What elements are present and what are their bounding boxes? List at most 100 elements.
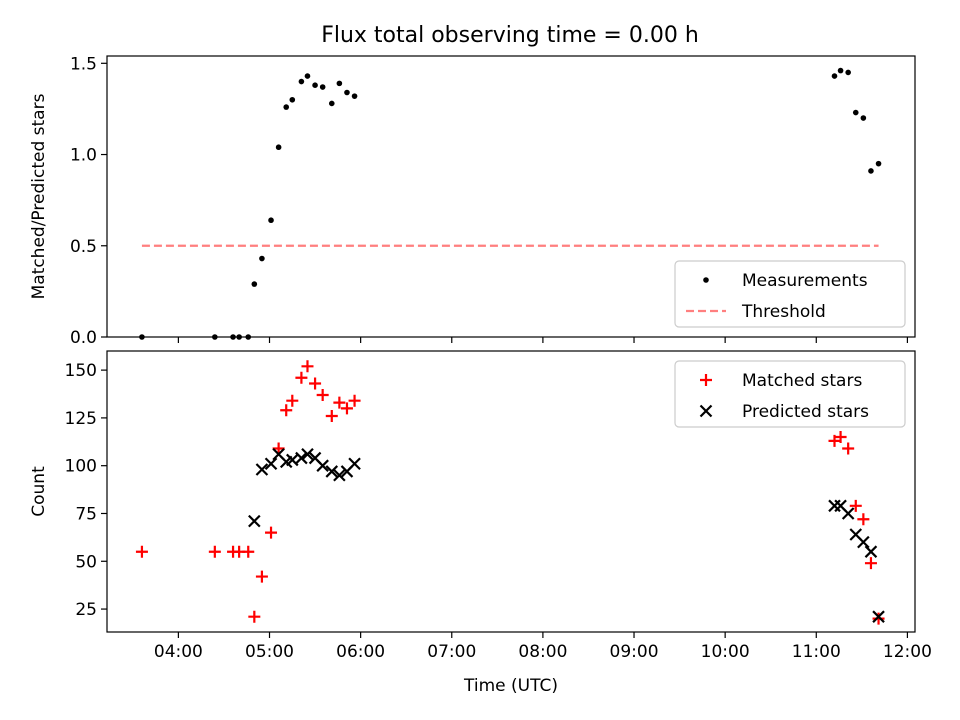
y-tick-label: 100 [65, 457, 97, 477]
matched-stars-point [301, 360, 314, 373]
measurements-point [230, 334, 236, 340]
measurements-point [283, 104, 290, 110]
measurements-point [831, 73, 838, 79]
measurements-point [837, 67, 844, 74]
legend-label-predicted-stars: Predicted stars [742, 402, 869, 422]
measurements-point [304, 73, 311, 79]
matched-stars-point [255, 570, 268, 583]
x-tick-label: 04:00 [154, 642, 203, 662]
measurements-point [251, 281, 258, 287]
y-tick-label: 1.0 [70, 146, 97, 166]
measurements-point [860, 115, 867, 121]
predicted-stars-point [857, 535, 870, 549]
measurements-point [875, 160, 882, 167]
measurements-point [336, 80, 343, 87]
y-tick-label: 50 [75, 552, 97, 572]
matched-stars-point [849, 499, 862, 512]
matched-stars-point [248, 610, 261, 623]
measurements-point [259, 255, 265, 262]
legend-swatch-measurements [703, 277, 709, 283]
matched-stars-point [333, 396, 346, 409]
measurements-point [312, 82, 318, 88]
matched-stars-point [242, 545, 255, 558]
measurements-point [275, 144, 282, 151]
y-tick-label: 0.0 [70, 328, 97, 348]
matched-stars-point [872, 612, 885, 625]
matched-stars-point [864, 557, 877, 570]
matched-stars-point [340, 402, 353, 415]
matched-stars-point [316, 388, 329, 401]
matched-stars-point [272, 442, 285, 455]
y-tick-label: 150 [65, 361, 97, 381]
matched-stars-point [309, 377, 322, 390]
predicted-stars-point [286, 453, 299, 467]
x-tick-label: 12:00 [883, 642, 932, 662]
matched-stars-point [265, 526, 278, 539]
axes-frame [106, 55, 916, 338]
legend-swatch-matched-stars [700, 374, 712, 386]
predicted-stars-point [295, 451, 308, 465]
y-tick-label: 75 [75, 504, 97, 524]
x-tick-label: 11:00 [792, 642, 841, 662]
measurements-point [236, 334, 242, 340]
measurements-point [245, 334, 252, 340]
predicted-stars-point [316, 459, 329, 472]
legend: Measurements Threshold [674, 260, 906, 328]
measurements-point [319, 84, 326, 90]
predicted-stars-point [248, 514, 261, 528]
measurements-point [344, 89, 350, 96]
y-axis-label: Count [29, 466, 49, 517]
measurements-point [868, 168, 874, 174]
panel-count: 25 50 75 100 125 150 04:00 05:00 06:00 07:00 08:00… [29, 350, 932, 696]
predicted-stars-point [872, 610, 885, 623]
measurements-point [845, 69, 851, 76]
legend-label-measurements: Measurements [742, 271, 868, 291]
x-axis-label: Time (UTC) [463, 676, 558, 696]
legend-label-matched-stars: Matched stars [742, 371, 862, 391]
measurements-point [212, 334, 218, 340]
x-tick-label: 06:00 [336, 642, 385, 662]
measurements-point [289, 96, 296, 103]
predicted-stars-point [333, 468, 346, 482]
y-tick-label: 1.5 [70, 54, 97, 74]
predicted-stars-point [264, 457, 278, 471]
measurements-point [351, 93, 358, 99]
matched-stars-point [834, 431, 847, 444]
chart-title: Flux total observing time = 0.00 h [321, 23, 699, 48]
measurements-point [268, 217, 274, 224]
predicted-stars-point [301, 447, 314, 461]
predicted-stars-point [255, 463, 269, 476]
matched-stars-point [325, 409, 338, 422]
y-tick-label: 125 [65, 409, 97, 429]
legend: Matched stars Predicted stars [674, 360, 906, 428]
legend-label-threshold: Threshold [741, 302, 826, 322]
legend-box [674, 260, 906, 328]
x-tick-label: 09:00 [610, 642, 659, 662]
measurements-point [139, 334, 145, 340]
predicted-stars-point [841, 507, 855, 520]
matched-stars-point [208, 545, 221, 558]
x-tick-label: 05:00 [245, 642, 294, 662]
matched-stars-point [280, 404, 293, 417]
matched-stars-point [135, 545, 148, 558]
panel-ratio: 0.0 0.5 1.0 1.5 Matched/Predicted stars Measu… [29, 54, 916, 348]
predicted-stars-point [864, 545, 878, 558]
matched-stars-point [857, 513, 870, 526]
measurements-point [328, 100, 335, 107]
matched-stars-point [348, 394, 361, 407]
matched-stars-point [286, 394, 299, 407]
legend-swatch-predicted-stars [699, 404, 713, 418]
matched-stars-point [828, 434, 841, 447]
y-tick-label: 25 [75, 600, 97, 620]
measurements-point [852, 109, 859, 116]
predicted-stars-point [325, 465, 339, 478]
axes-frame [106, 350, 916, 633]
x-tick-label: 10:00 [701, 642, 750, 662]
y-tick-label: 0.5 [70, 237, 97, 257]
predicted-stars-point [348, 457, 361, 471]
legend-box [674, 360, 906, 428]
matched-stars-point [842, 442, 855, 455]
matched-stars-point [295, 371, 308, 384]
